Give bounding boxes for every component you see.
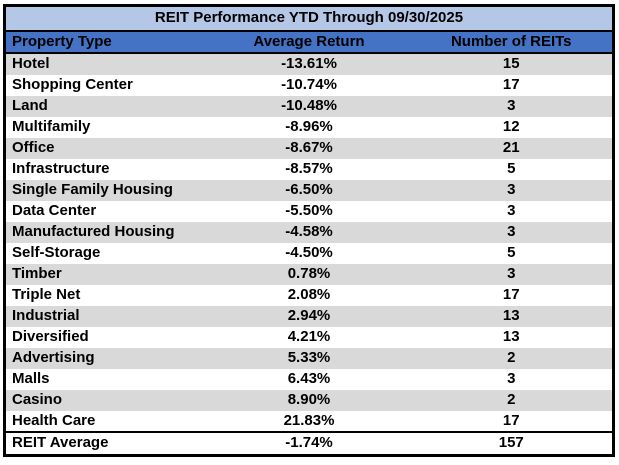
column-header-row: Property Type Average Return Number of R…	[4, 30, 614, 54]
average-return-cell: -10.74%	[207, 74, 411, 96]
average-return-cell: -8.96%	[207, 116, 411, 138]
table-row: Industrial 2.94% 13	[4, 305, 614, 327]
reit-count-cell: 17	[410, 410, 614, 432]
table-row: Data Center -5.50% 3	[4, 200, 614, 222]
reit-performance-table: REIT Performance YTD Through 09/30/2025 …	[3, 4, 615, 457]
table-row: Self-Storage -4.50% 5	[4, 242, 614, 264]
property-type-cell: Land	[4, 95, 208, 117]
reit-count-cell: 3	[410, 95, 614, 117]
property-type-cell: Manufactured Housing	[4, 221, 208, 243]
average-return-cell: -4.50%	[207, 242, 411, 264]
property-type-cell: Diversified	[4, 326, 208, 348]
reit-count-cell: 3	[410, 179, 614, 201]
table-row: Malls 6.43% 3	[4, 368, 614, 390]
table-row: Manufactured Housing -4.58% 3	[4, 221, 614, 243]
table-row: Casino 8.90% 2	[4, 389, 614, 411]
reit-count-cell: 13	[410, 305, 614, 327]
average-return-cell: -10.48%	[207, 95, 411, 117]
average-reit-count-cell: 157	[410, 431, 614, 455]
reit-count-cell: 15	[410, 53, 614, 75]
reit-count-cell: 5	[410, 242, 614, 264]
average-return-cell: -1.74%	[207, 431, 411, 455]
reit-count-cell: 17	[410, 284, 614, 306]
table-row: Infrastructure -8.57% 5	[4, 158, 614, 180]
table-row-reit-average: REIT Average -1.74% 157	[4, 431, 614, 455]
property-type-cell: Malls	[4, 368, 208, 390]
property-type-cell: Casino	[4, 389, 208, 411]
property-type-cell: Triple Net	[4, 284, 208, 306]
table-title: REIT Performance YTD Through 09/30/2025	[4, 5, 614, 32]
property-type-cell: Advertising	[4, 347, 208, 369]
reit-count-cell: 2	[410, 389, 614, 411]
property-type-cell: Data Center	[4, 200, 208, 222]
property-type-cell: Timber	[4, 263, 208, 285]
table-body: Hotel -13.61% 15 Shopping Center -10.74% 17 La…	[4, 53, 614, 432]
property-type-cell: Industrial	[4, 305, 208, 327]
average-return-cell: -8.67%	[207, 137, 411, 159]
property-type-cell: Hotel	[4, 53, 208, 75]
table-row: Diversified 4.21% 13	[4, 326, 614, 348]
average-return-cell: 5.33%	[207, 347, 411, 369]
table-row: Land -10.48% 3	[4, 95, 614, 117]
table-row: Advertising 5.33% 2	[4, 347, 614, 369]
property-type-cell: Multifamily	[4, 116, 208, 138]
average-return-cell: 8.90%	[207, 389, 411, 411]
property-type-cell: Self-Storage	[4, 242, 208, 264]
average-return-cell: -4.58%	[207, 221, 411, 243]
column-header-average-return: Average Return	[207, 30, 411, 54]
column-header-number-of-reits: Number of REITs	[410, 30, 614, 54]
average-return-cell: -13.61%	[207, 53, 411, 75]
table-row: Timber 0.78% 3	[4, 263, 614, 285]
average-return-cell: 4.21%	[207, 326, 411, 348]
table-row: Office -8.67% 21	[4, 137, 614, 159]
table-row: Shopping Center -10.74% 17	[4, 74, 614, 96]
property-type-cell: Office	[4, 137, 208, 159]
property-type-cell: Health Care	[4, 410, 208, 432]
average-return-cell: -5.50%	[207, 200, 411, 222]
average-label-cell: REIT Average	[4, 431, 208, 455]
reit-count-cell: 3	[410, 200, 614, 222]
average-return-cell: -6.50%	[207, 179, 411, 201]
table-row: Health Care 21.83% 17	[4, 410, 614, 432]
reit-count-cell: 3	[410, 368, 614, 390]
reit-count-cell: 21	[410, 137, 614, 159]
reit-count-cell: 13	[410, 326, 614, 348]
property-type-cell: Single Family Housing	[4, 179, 208, 201]
table-row: Multifamily -8.96% 12	[4, 116, 614, 138]
average-return-cell: 2.08%	[207, 284, 411, 306]
table-row: Single Family Housing -6.50% 3	[4, 179, 614, 201]
title-row: REIT Performance YTD Through 09/30/2025	[4, 5, 614, 32]
average-return-cell: 2.94%	[207, 305, 411, 327]
reit-count-cell: 2	[410, 347, 614, 369]
average-return-cell: 6.43%	[207, 368, 411, 390]
table-row: Hotel -13.61% 15	[4, 53, 614, 75]
table-row: Triple Net 2.08% 17	[4, 284, 614, 306]
reit-count-cell: 3	[410, 263, 614, 285]
reit-count-cell: 3	[410, 221, 614, 243]
average-return-cell: 0.78%	[207, 263, 411, 285]
average-return-cell: -8.57%	[207, 158, 411, 180]
column-header-property-type: Property Type	[4, 30, 208, 54]
reit-count-cell: 12	[410, 116, 614, 138]
average-return-cell: 21.83%	[207, 410, 411, 432]
reit-count-cell: 5	[410, 158, 614, 180]
property-type-cell: Infrastructure	[4, 158, 208, 180]
property-type-cell: Shopping Center	[4, 74, 208, 96]
reit-count-cell: 17	[410, 74, 614, 96]
